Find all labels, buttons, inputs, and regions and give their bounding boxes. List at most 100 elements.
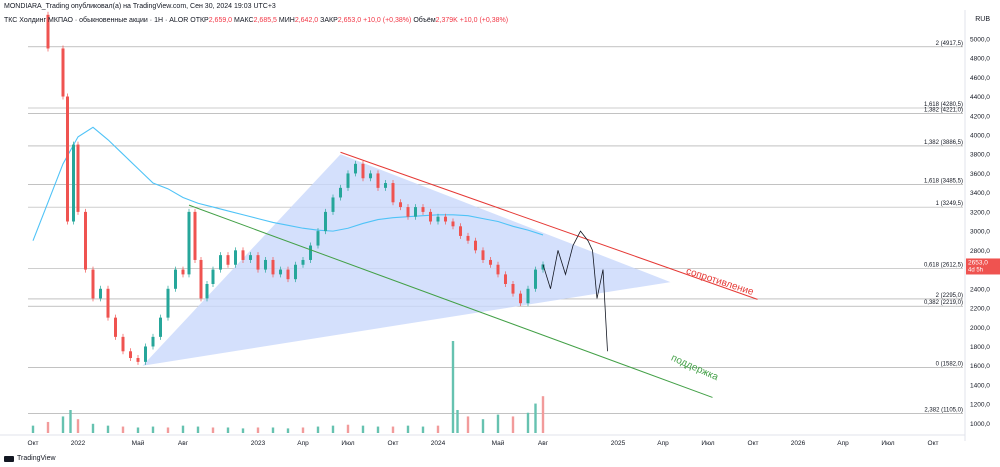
candle [459, 226, 462, 236]
fib-level-label: 0,618 (2612,5) [924, 262, 963, 268]
fib-level-label: 1,382 (3886,5) [924, 140, 963, 146]
brand-label: TradingView [17, 455, 56, 462]
change-value: +10,0 (+0,38%) [363, 17, 412, 24]
candle [504, 274, 507, 284]
candle [474, 240, 477, 251]
fib-level-label: 2 (4917,5) [936, 41, 963, 47]
tradingview-logo-icon [4, 455, 14, 462]
candle [511, 283, 515, 294]
volume-bar [69, 410, 72, 433]
volume-bar [91, 423, 95, 433]
volume-bar [436, 425, 440, 433]
close-label: ЗАКР [320, 17, 338, 24]
volume-bar [241, 428, 245, 433]
low-value: 2,642,0 [294, 17, 319, 24]
y-tick-label: 2800,0 [970, 248, 990, 255]
volume-bar [421, 426, 425, 433]
volume-bar [196, 426, 200, 433]
y-tick-label: 4800,0 [970, 56, 990, 63]
x-tick-label: 2025 [611, 440, 626, 447]
candle [271, 259, 275, 275]
y-tick-label: 1400,0 [970, 382, 990, 389]
candle [429, 211, 432, 222]
candle [451, 221, 455, 227]
candle [181, 269, 185, 275]
candle [91, 269, 95, 299]
candle [414, 207, 417, 217]
volume-bar [541, 396, 545, 433]
x-tick-label: Июл [701, 440, 714, 447]
fib-level-label: 0,382 (2219,0) [924, 300, 963, 306]
candle [121, 336, 125, 352]
volume-bar [151, 426, 155, 433]
volume-bar [61, 416, 65, 433]
last-price-countdown: 4d 5h [968, 267, 983, 273]
fib-level-label: 1,618 (3485,5) [924, 178, 963, 184]
candle [286, 269, 290, 280]
candle [205, 283, 209, 299]
resistance-line [340, 151, 758, 300]
candle [481, 250, 485, 260]
support-annotation: поддержка [669, 353, 720, 384]
y-tick-label: 3200,0 [970, 209, 990, 216]
resistance-annotation: сопротивление [685, 266, 756, 298]
y-tick-label: 1800,0 [970, 344, 990, 351]
projection-path [542, 230, 608, 352]
candle [391, 183, 395, 203]
x-tick-label: Окт [928, 440, 939, 447]
x-tick-label: Авг [538, 440, 549, 447]
candle [361, 163, 365, 179]
candle [256, 255, 260, 270]
symbol-name[interactable]: ТКС Холдинг МКПАО · обыкновенные акции ·… [4, 17, 189, 24]
volume-bar [136, 427, 140, 433]
volume-bar [166, 427, 170, 433]
volume-bar [451, 341, 455, 433]
y-tick-label: 3400,0 [970, 190, 990, 197]
candle [46, 14, 50, 49]
volume-bar [346, 424, 350, 433]
candle [84, 211, 87, 270]
candle [436, 216, 440, 222]
volume-bar [331, 425, 335, 433]
volume-bar [511, 416, 515, 433]
open-label: ОТКР [190, 17, 209, 24]
low-label: МИН [278, 17, 295, 24]
y-tick-label: 2200,0 [970, 306, 990, 313]
candle [136, 358, 140, 362]
x-tick-label: Апр [297, 440, 309, 447]
fib-level-label: 1,382 (4221,0) [924, 108, 963, 114]
fib-level-label: 2 (2295,0) [936, 293, 963, 299]
candle [166, 288, 170, 318]
footer[interactable]: TradingView [4, 455, 56, 462]
volume-bar [106, 425, 110, 433]
x-tick-label: Апр [657, 440, 669, 447]
high-value: 2,685,5 [253, 17, 277, 24]
volume-bar [496, 414, 500, 433]
y-tick-label: 4400,0 [970, 94, 990, 101]
candle [534, 269, 537, 289]
y-tick-label: 3000,0 [970, 229, 990, 236]
candle [226, 255, 230, 265]
y-tick-label: 4200,0 [970, 113, 990, 120]
candle [406, 207, 410, 217]
x-tick-label: Апр [837, 440, 849, 447]
last-price-marker [966, 258, 1000, 275]
volume-bar [226, 427, 230, 433]
fib-level-label: 1,618 (4280,5) [924, 102, 963, 108]
candle [369, 173, 372, 179]
x-tick-label: Июл [341, 440, 354, 447]
x-tick-label: Окт [388, 440, 399, 447]
candle [187, 211, 191, 275]
candle [421, 207, 425, 212]
candle [219, 255, 222, 270]
x-tick-label: Июл [881, 440, 894, 447]
volume-bar [526, 412, 530, 433]
volume-bar [301, 427, 305, 433]
volume-bar [211, 427, 215, 433]
volume-bar [46, 421, 50, 433]
volume-bar [456, 410, 459, 433]
x-tick-label: 2022 [71, 440, 86, 447]
candle [316, 231, 320, 246]
currency-label[interactable]: RUB [975, 16, 990, 23]
